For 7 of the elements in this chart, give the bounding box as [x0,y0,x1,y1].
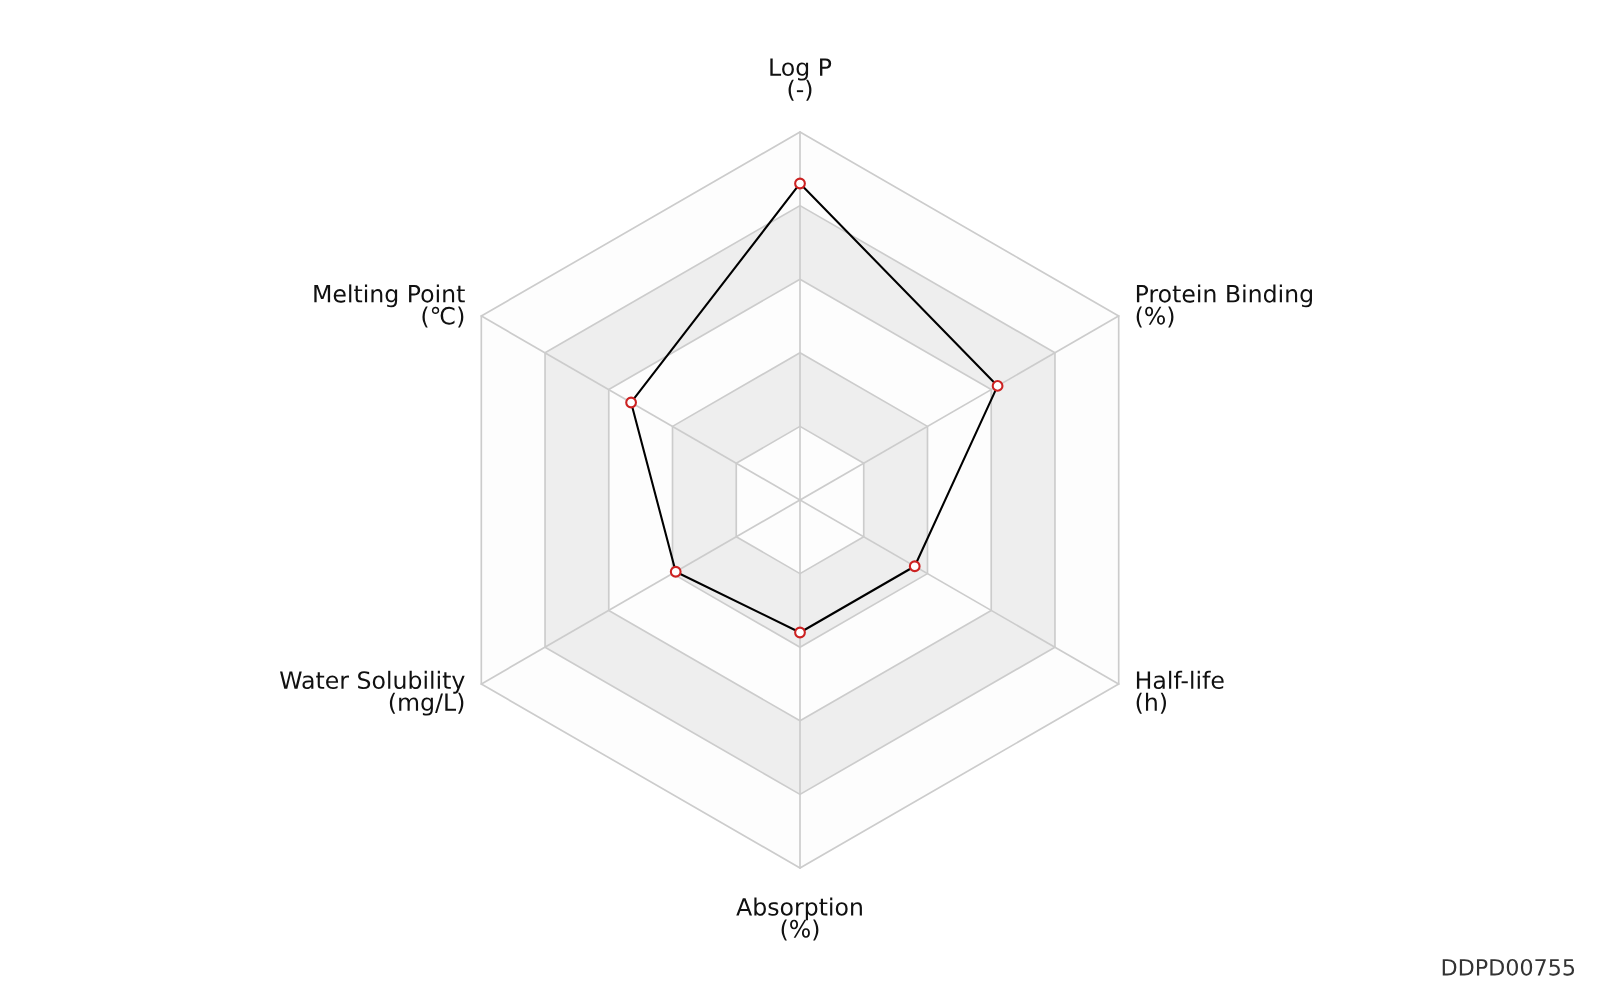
spoke-label: Water Solubility (mg/L) [279,670,465,716]
spoke-label: Half-life (h) [1136,670,1224,714]
spoke-label: Melting Point (℃) [314,284,465,328]
spoke-label: Protein Binding (%) [1136,284,1312,328]
text: DDPD00755 [1442,958,1575,976]
spoke-label: Absorption (%) [736,897,862,941]
spoke-label: Log P (-) [770,58,832,101]
